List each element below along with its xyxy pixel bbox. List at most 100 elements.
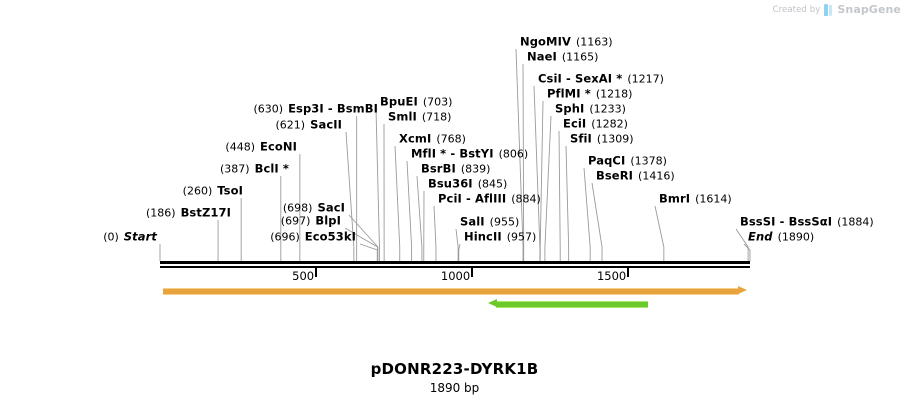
site-enzyme-name: PciI - AflIII <box>438 191 507 206</box>
site-position: (884) <box>511 192 541 206</box>
restriction-site-label[interactable]: HincII (957) <box>464 229 536 244</box>
site-position: (448) <box>225 140 256 154</box>
site-leader-line <box>743 243 751 261</box>
site-leader-line <box>544 115 552 261</box>
restriction-site-label[interactable]: PflMI * (1218) <box>547 87 632 101</box>
site-enzyme-name: SphI <box>555 101 585 116</box>
restriction-site-label[interactable]: (448) EcoNI <box>225 139 297 154</box>
map-title-block: pDONR223-DYRK1B 1890 bp <box>0 360 909 395</box>
arrow-head-icon <box>737 286 747 294</box>
restriction-site-label[interactable]: (697) BlpI <box>280 213 341 228</box>
site-position: (621) <box>275 118 306 132</box>
restriction-site-label[interactable]: (630) Esp3I - BsmBI <box>253 101 378 116</box>
site-position: (697) <box>280 214 311 228</box>
restriction-site-label[interactable]: End (1890) <box>748 229 815 244</box>
site-enzyme-name: BstZ17I <box>180 205 231 220</box>
snapgene-watermark: Created by SnapGene <box>773 3 901 16</box>
plasmid-length-label: 1890 bp <box>429 381 480 395</box>
site-enzyme-name: BlpI <box>315 213 341 228</box>
site-enzyme-name: NaeI <box>527 49 557 64</box>
site-enzyme-name: MflI * - BstYI <box>411 146 494 161</box>
site-enzyme-name: PaqCI <box>588 153 626 168</box>
site-position: (768) <box>436 132 466 146</box>
site-enzyme-name: EcoNI <box>260 139 297 154</box>
arrow-head-icon <box>488 299 498 307</box>
site-position: (1890) <box>777 230 815 244</box>
restriction-site-label[interactable]: SalI (955) <box>460 215 520 229</box>
ruler-tick <box>627 268 630 277</box>
site-leader-line <box>565 145 570 261</box>
site-leader-line <box>458 243 461 261</box>
site-enzyme-name: Esp3I - BsmBI <box>288 101 378 116</box>
restriction-site-label[interactable]: (260) TsoI <box>183 183 243 198</box>
restriction-site-label[interactable]: EciI (1282) <box>563 116 628 131</box>
restriction-site-label[interactable]: XcmI (768) <box>399 132 466 146</box>
restriction-site-label[interactable]: CsiI - SexAI * (1217) <box>538 71 664 86</box>
site-leader-line <box>375 108 380 261</box>
site-position: (696) <box>270 230 300 244</box>
site-position: (1884) <box>837 215 874 229</box>
plasmid-name: pDONR223-DYRK1B <box>370 360 539 378</box>
restriction-site-label[interactable]: (0) Start <box>103 230 157 244</box>
site-enzyme-name: BclI * <box>254 161 289 176</box>
site-enzyme-name: SacI <box>317 200 345 215</box>
restriction-site-label[interactable]: BsrBI (839) <box>421 161 491 176</box>
restriction-site-label[interactable]: (186) BstZ17I <box>146 205 231 220</box>
site-position: (1282) <box>591 117 628 131</box>
ruler-tick <box>315 268 318 277</box>
site-position: (839) <box>460 162 491 176</box>
restriction-site-label[interactable]: PaqCI (1378) <box>588 153 667 168</box>
watermark-product-name: SnapGene <box>837 3 901 16</box>
plasmid-backbone <box>160 261 750 268</box>
restriction-site-label[interactable]: BpuEI (703) <box>380 95 452 109</box>
site-enzyme-name: BseRI <box>596 168 634 183</box>
site-position: (387) <box>219 162 250 176</box>
restriction-site-label[interactable]: Bsu36I (845) <box>428 176 508 191</box>
restriction-site-label[interactable]: BssSI - BssSαI (1884) <box>740 214 874 229</box>
ruler-label: 1500 <box>596 269 627 283</box>
restriction-site-label[interactable]: NaeI (1165) <box>527 49 598 64</box>
restriction-site-label[interactable]: BseRI (1416) <box>596 168 675 183</box>
site-position: (806) <box>498 147 529 161</box>
site-position: (698) <box>282 201 313 215</box>
restriction-site-label[interactable]: (621) SacII <box>275 117 342 132</box>
site-enzyme-name: HincII <box>464 229 502 244</box>
restriction-site-label[interactable]: NgoMIV (1163) <box>520 35 613 49</box>
restriction-site-label[interactable]: (698) SacI <box>282 200 345 215</box>
restriction-site-label[interactable]: (696) Eco53kI <box>270 230 356 244</box>
site-position: (955) <box>489 215 520 229</box>
site-leader-line <box>455 228 459 261</box>
restriction-site-label[interactable]: (387) BclI * <box>219 161 289 176</box>
site-enzyme-name: End <box>748 229 773 244</box>
site-position: (845) <box>477 177 508 191</box>
restriction-site-label[interactable]: BmrI (1614) <box>659 192 732 206</box>
site-enzyme-name: SmlI <box>388 109 417 124</box>
site-position: (1416) <box>638 169 675 183</box>
restriction-site-label[interactable]: MflI * - BstYI (806) <box>411 146 529 161</box>
site-leader-line <box>394 145 401 261</box>
restriction-site-label[interactable]: SphI (1233) <box>555 101 626 116</box>
site-leader-line <box>583 167 591 261</box>
site-enzyme-name: BsrBI <box>421 161 456 176</box>
site-enzyme-name: SfiI <box>570 131 592 146</box>
site-leader-line <box>406 160 413 261</box>
restriction-site-label[interactable]: PciI - AflIII (884) <box>438 191 541 206</box>
insert-arrow[interactable] <box>488 299 649 308</box>
site-enzyme-name: CsiI - SexAI * <box>538 71 623 86</box>
site-position: (1309) <box>596 132 634 146</box>
site-leader-line <box>539 100 544 261</box>
site-leader-line <box>558 130 561 261</box>
site-enzyme-name: TsoI <box>217 183 243 198</box>
restriction-site-label[interactable]: SfiI (1309) <box>570 131 634 146</box>
site-position: (1217) <box>627 72 664 86</box>
site-enzyme-name: SacII <box>310 117 342 132</box>
site-leader-line <box>433 205 437 261</box>
site-leader-line <box>654 205 665 261</box>
site-leader-line <box>359 243 378 261</box>
backbone-arrow[interactable] <box>163 286 747 295</box>
site-enzyme-name: Bsu36I <box>428 176 473 191</box>
restriction-site-label[interactable]: SmlI (718) <box>388 109 451 124</box>
site-enzyme-name: EciI <box>563 116 587 131</box>
site-enzyme-name: BssSI - BssSαI <box>740 214 833 229</box>
